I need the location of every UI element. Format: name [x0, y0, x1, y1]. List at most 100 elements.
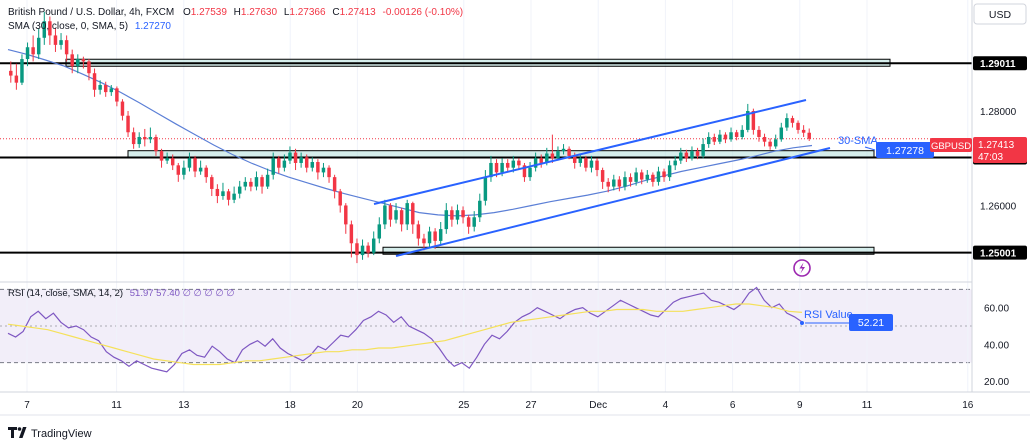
candle — [651, 172, 655, 187]
x-tick-label: 4 — [663, 400, 669, 411]
candle — [360, 239, 365, 260]
candle-body — [746, 111, 750, 130]
candle-body — [438, 229, 443, 241]
candle — [198, 160, 203, 175]
candle — [338, 188, 342, 213]
candle — [388, 203, 393, 227]
candle — [237, 180, 242, 199]
candle — [505, 159, 510, 172]
candle — [612, 174, 616, 191]
candle — [109, 85, 114, 96]
brand-name: TradingView — [31, 428, 92, 440]
candle — [371, 231, 376, 256]
candle — [25, 42, 30, 67]
candle — [489, 155, 493, 182]
support-resistance-zone — [382, 246, 875, 255]
candle-body — [42, 21, 47, 38]
candle-body — [299, 157, 303, 163]
sma-legend[interactable]: SMA (30, close, 0, SMA, 5) — [8, 21, 128, 32]
candle — [226, 188, 231, 206]
candle — [277, 155, 281, 174]
candle-body — [723, 134, 728, 140]
candle — [706, 132, 711, 148]
candle — [617, 176, 622, 192]
close-label: C — [332, 7, 339, 18]
candle — [595, 158, 599, 177]
candle — [455, 204, 460, 225]
rsi-tick-label: 20.00 — [984, 377, 1009, 388]
candle — [243, 177, 248, 191]
level-price-label: 1.29011 — [980, 59, 1016, 70]
rsi-line — [7, 286, 803, 373]
candle-body — [388, 205, 393, 220]
open-value: 1.27539 — [191, 7, 228, 18]
candle-body — [243, 181, 248, 187]
candle — [159, 148, 164, 168]
candle-body — [87, 61, 91, 74]
candle-body — [729, 132, 733, 140]
candle — [517, 158, 521, 171]
rsi-tick-label: 40.00 — [984, 340, 1009, 351]
symbol-tag — [930, 138, 972, 152]
candle — [634, 167, 638, 186]
currency-button[interactable] — [973, 3, 1027, 25]
candle-body — [254, 177, 259, 187]
candle-body — [176, 165, 181, 175]
candle — [321, 162, 326, 178]
lightning-icon[interactable] — [793, 259, 811, 277]
candle — [623, 171, 627, 191]
candle-body — [115, 88, 119, 102]
candle-body — [126, 115, 130, 133]
candle — [450, 206, 454, 227]
candle — [790, 115, 795, 128]
candle-body — [489, 162, 493, 178]
candle-body — [48, 21, 52, 36]
candle — [332, 174, 337, 199]
candle-body — [444, 210, 449, 230]
candle-body — [645, 174, 650, 180]
candle — [9, 61, 13, 83]
candle-body — [768, 141, 772, 147]
candle-body — [271, 158, 275, 175]
candle-body — [779, 127, 784, 140]
candle-body — [25, 47, 30, 60]
candle-body — [159, 151, 164, 161]
rsi-tick-label: 60.00 — [984, 304, 1009, 315]
candle-body — [226, 191, 231, 200]
rsi-legend[interactable]: RSI (14, close, SMA, 14, 2) — [8, 288, 123, 299]
candle-body — [170, 158, 175, 166]
candle — [606, 178, 610, 193]
candle — [70, 49, 74, 74]
candle — [53, 28, 58, 52]
sma-annotation: 30-SMA — [838, 135, 878, 147]
candle — [355, 238, 359, 264]
candle — [695, 147, 700, 160]
candle — [589, 155, 594, 173]
candle — [31, 35, 35, 62]
candle — [723, 132, 728, 144]
candle — [427, 226, 432, 248]
candle — [478, 193, 482, 223]
candle-body — [612, 179, 616, 187]
svg-text:RSI (14, close, SMA, 14, 2): RSI (14, close, SMA, 14, 2) 51.97 57.40 … — [8, 288, 235, 299]
candle-body — [310, 162, 315, 168]
x-tick-label: 20 — [352, 400, 364, 411]
candle — [327, 165, 331, 183]
candle-body — [617, 179, 622, 187]
candle — [126, 111, 130, 137]
candle — [533, 152, 538, 172]
candle — [165, 152, 169, 164]
x-tick-label: 13 — [178, 400, 190, 411]
candle — [131, 127, 136, 149]
candle-body — [422, 238, 426, 244]
candle — [773, 134, 778, 149]
candle-body — [327, 167, 331, 178]
chart-legend: British Pound / U.S. Dollar, 4h, FXCM O1… — [8, 7, 463, 32]
candle — [472, 211, 476, 232]
candle — [522, 162, 527, 182]
candle-body — [165, 158, 169, 161]
candle — [154, 134, 158, 156]
candle — [690, 146, 694, 161]
candle — [304, 154, 309, 173]
